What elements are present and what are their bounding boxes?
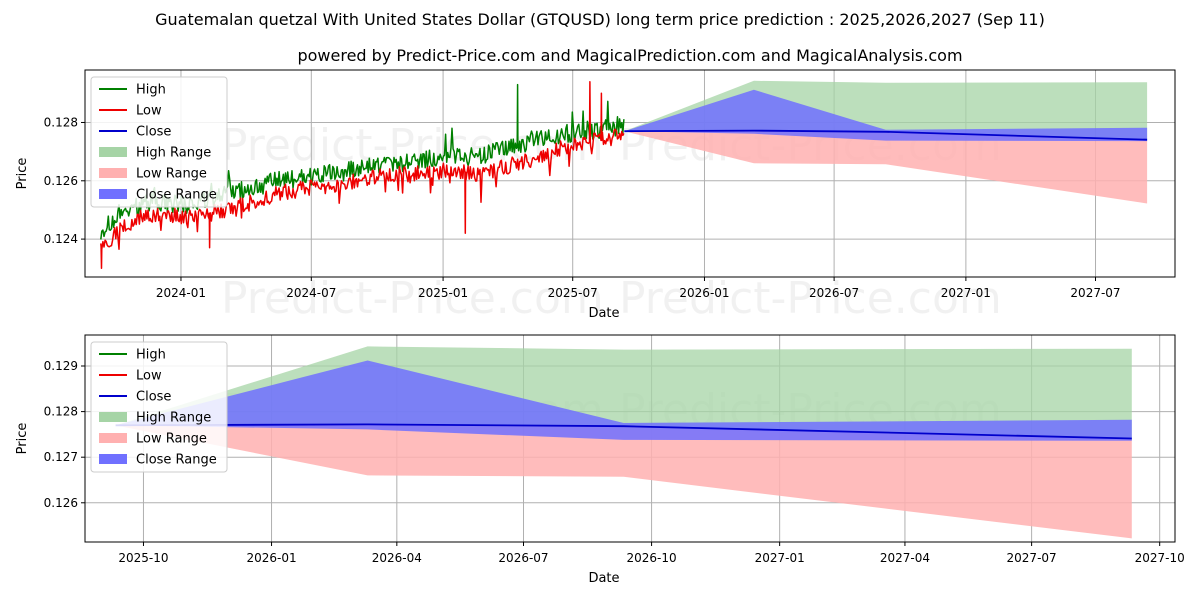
x-tick-label: 2026-10 [627, 551, 677, 565]
x-tick-label: 2026-07 [498, 551, 548, 565]
legend-entry-label: Low [136, 369, 162, 384]
watermark: Predict-Price.com [221, 120, 604, 171]
legend-entry-label: Close [136, 125, 171, 140]
legend-entry-label: High [136, 348, 166, 363]
x-tick-label: 2027-01 [941, 286, 991, 300]
close-range-band [115, 360, 1132, 441]
close-range-band [624, 89, 1148, 142]
legend-entry-label: High [136, 83, 166, 98]
legend-entry-label: High Range [136, 146, 211, 161]
y-tick-label: 0.124 [44, 232, 78, 246]
x-axis-label: Date [588, 306, 619, 321]
legend-entry-label: Close Range [136, 188, 217, 203]
x-tick-label: 2024-07 [286, 286, 336, 300]
y-tick-label: 0.127 [44, 450, 78, 464]
legend-entry-label: High Range [136, 411, 211, 426]
x-tick-label: 2027-01 [755, 551, 805, 565]
x-tick-label: 2025-10 [118, 551, 168, 565]
x-tick-label: 2024-01 [156, 286, 206, 300]
y-tick-label: 0.128 [44, 405, 78, 419]
legend-entry-label: Close Range [136, 453, 217, 468]
chart-title: Guatemalan quetzal With United States Do… [155, 10, 1045, 29]
x-tick-label: 2027-04 [880, 551, 930, 565]
y-tick-label: 0.126 [44, 496, 78, 510]
axes-frame [84, 69, 1176, 278]
y-axis-label: Price [15, 423, 30, 455]
legend-swatch [99, 433, 127, 443]
y-tick-label: 0.129 [44, 359, 78, 373]
legend-entry-label: Low Range [136, 167, 207, 182]
panel-long-term: Predict-Price.com Predict-Price.com Predic… [15, 69, 1176, 324]
legend-swatch [99, 412, 127, 422]
legend-swatch [99, 189, 127, 199]
plot-area [100, 80, 1148, 270]
y-tick-label: 0.126 [44, 174, 78, 188]
x-tick-label: 2026-04 [372, 551, 422, 565]
x-axis-label: Date [588, 571, 619, 586]
x-tick-label: 2027-10 [1135, 551, 1185, 565]
high-series-line [100, 83, 625, 240]
watermark: Predict-Price.com [221, 273, 604, 324]
x-tick-label: 2026-07 [809, 286, 859, 300]
legend: High Low Close High Range Low Range Close Ran… [90, 341, 228, 473]
legend-entry-label: Low Range [136, 432, 207, 447]
close-forecast-line [115, 423, 1132, 440]
low-series-line [100, 80, 625, 270]
x-tick-label: 2026-01 [679, 286, 729, 300]
chart-subtitle: powered by Predict-Price.com and Magical… [297, 46, 962, 65]
legend-swatch [99, 168, 127, 178]
legend-swatch [99, 147, 127, 157]
y-tick-label: 0.128 [44, 115, 78, 129]
close-forecast-line [624, 129, 1148, 141]
low-range-band [624, 130, 1148, 204]
panel-forecast-zoom: Predict-Price.comPredict-Price.com2025-1… [15, 334, 1185, 586]
legend-entry-label: Close [136, 390, 171, 405]
legend-swatch [99, 454, 127, 464]
legend-entry-label: Low [136, 104, 162, 119]
watermark: Predict-Price.com [619, 273, 1002, 324]
x-tick-label: 2025-01 [418, 286, 468, 300]
x-tick-label: 2026-01 [246, 551, 296, 565]
plot-area [115, 346, 1132, 539]
x-tick-label: 2025-07 [548, 286, 598, 300]
x-tick-label: 2027-07 [1070, 286, 1120, 300]
axes-frame [84, 334, 1176, 543]
x-tick-label: 2027-07 [1007, 551, 1057, 565]
legend: High Low Close High Range Low Range Close Ran… [90, 76, 228, 208]
y-axis-label: Price [15, 158, 30, 190]
low-range-band [115, 424, 1132, 539]
